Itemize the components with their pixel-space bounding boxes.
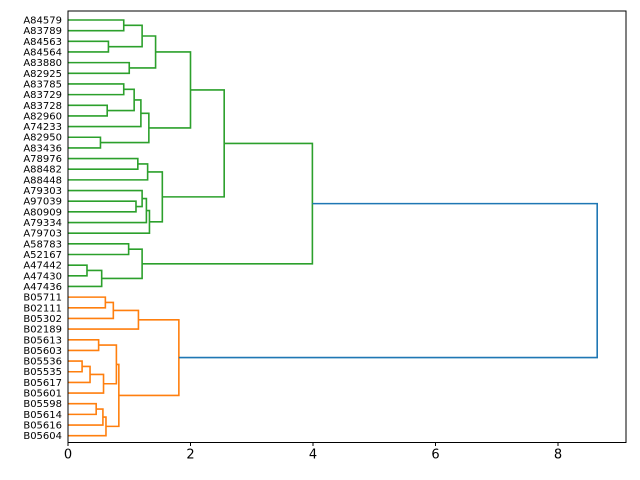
leaf-label: A47430 (23, 271, 62, 282)
leaf-label: A88482 (23, 165, 62, 176)
leaf-label: A58783 (23, 239, 62, 250)
x-tick-label: 0 (64, 448, 72, 463)
leaf-label: A83880 (23, 58, 62, 69)
x-tick-label: 4 (309, 448, 317, 463)
plot-border (67, 10, 627, 443)
leaf-label: A84579 (23, 16, 62, 27)
dendrogram-link (129, 35, 157, 69)
leaf-label: A84563 (23, 37, 62, 48)
leaf-label: B05535 (23, 367, 62, 378)
leaf-label: A88448 (23, 175, 62, 186)
leaf-label: B05302 (23, 314, 62, 325)
leaf-label: A79703 (23, 229, 62, 240)
dendrogram-link (98, 344, 118, 385)
dendrogram-link (68, 209, 151, 234)
leaf-label: A52167 (23, 250, 62, 261)
x-tick-label: 8 (554, 448, 562, 463)
leaf-label: A84564 (23, 47, 62, 58)
dendrogram-link (178, 202, 598, 359)
leaf-label: A74233 (23, 122, 62, 133)
leaf-label: B05598 (23, 399, 62, 410)
leaf-label: A82950 (23, 133, 62, 144)
leaf-label: A80909 (23, 207, 62, 218)
leaf-label: A47436 (23, 282, 62, 293)
dendrogram-link (68, 243, 130, 256)
leaf-label: B05616 (23, 421, 62, 432)
leaf-label: A83436 (23, 143, 62, 154)
dendrogram-link (68, 408, 104, 426)
leaf-label: A83789 (23, 26, 62, 37)
leaf-label: A79303 (23, 186, 62, 197)
leaf-label: B05601 (23, 389, 62, 400)
leaf-label: A83785 (23, 79, 62, 90)
leaf-label: B05614 (23, 410, 62, 421)
leaf-label: B05536 (23, 357, 62, 368)
leaf-label: A79334 (23, 218, 62, 229)
leaf-label: B02111 (23, 303, 62, 314)
leaf-label: A83728 (23, 101, 62, 112)
leaf-label: B05617 (23, 378, 62, 389)
x-tick-label: 6 (431, 448, 439, 463)
leaf-label: A82925 (23, 69, 62, 80)
x-tick-label: 2 (186, 448, 194, 463)
leaf-label: B05613 (23, 335, 62, 346)
leaf-label: A78976 (23, 154, 62, 165)
leaf-label: A97039 (23, 197, 62, 208)
leaf-label: B02189 (23, 325, 62, 336)
leaf-label: A82960 (23, 111, 62, 122)
leaf-label: B05711 (23, 293, 62, 304)
leaf-label: B05604 (23, 431, 62, 442)
leaf-label: B05603 (23, 346, 62, 357)
leaf-label: A83729 (23, 90, 62, 101)
leaf-label: A47442 (23, 261, 62, 272)
dendrogram-link (68, 99, 142, 128)
